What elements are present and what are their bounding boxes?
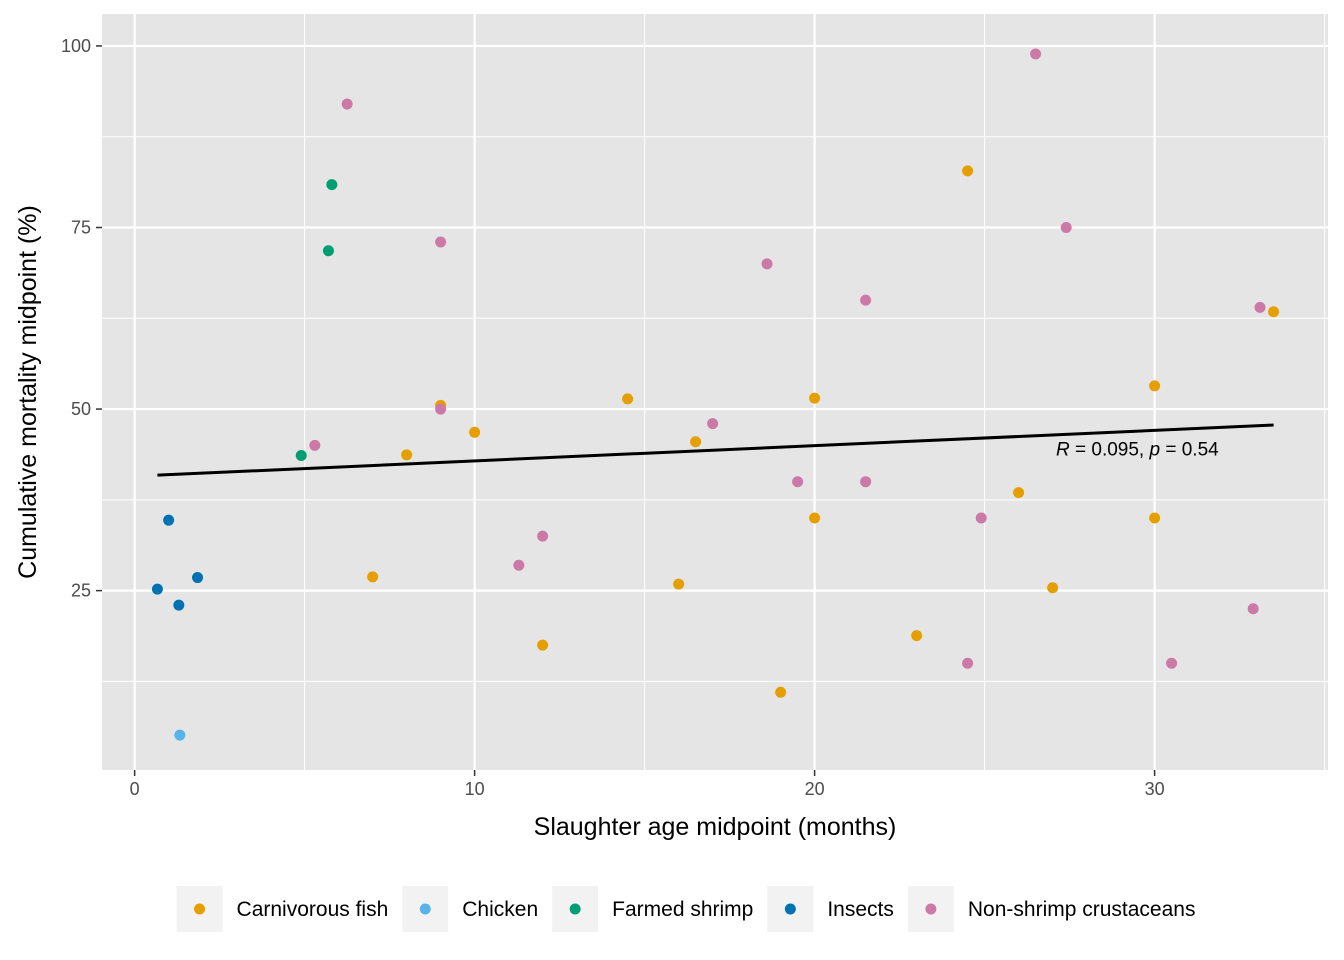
legend-label-farmed-shrimp: Farmed shrimp	[612, 898, 753, 921]
point-farmed-shrimp	[295, 450, 307, 462]
x-tick-label: 0	[130, 779, 140, 799]
minor-gridlines	[102, 14, 1328, 770]
point-non-shrimp-crustaceans	[435, 236, 447, 248]
x-axis-ticks: 0 10 20 30	[130, 770, 1165, 799]
point-farmed-shrimp	[322, 245, 334, 257]
legend-label-chicken: Chicken	[462, 898, 538, 921]
point-farmed-shrimp	[326, 179, 338, 191]
point-insects	[192, 572, 204, 584]
r-value-text: = 0.095,	[1070, 440, 1150, 461]
p-symbol: p	[1149, 440, 1161, 461]
point-carnivorous-fish	[962, 165, 974, 177]
y-axis-title: Cumulative mortality midpoint (%)	[14, 205, 42, 579]
point-carnivorous-fish	[367, 571, 379, 583]
point-carnivorous-fish	[809, 392, 821, 404]
legend-swatch-non-shrimp-crustaceans	[925, 903, 937, 915]
legend-swatch-farmed-shrimp	[569, 903, 581, 915]
point-non-shrimp-crustaceans	[860, 476, 872, 488]
point-carnivorous-fish	[537, 639, 549, 651]
y-tick-label: 75	[71, 218, 91, 238]
point-carnivorous-fish	[673, 578, 685, 590]
point-carnivorous-fish	[1013, 487, 1025, 499]
legend-label-insects: Insects	[827, 898, 894, 921]
legend-swatch-carnivorous-fish	[194, 903, 206, 915]
point-carnivorous-fish	[401, 449, 413, 461]
legend-swatch-chicken	[419, 903, 431, 915]
point-carnivorous-fish	[1149, 512, 1161, 524]
x-tick-label: 20	[805, 779, 825, 799]
correlation-annotation-group: R = 0.095, p = 0.54	[1056, 440, 1219, 461]
point-non-shrimp-crustaceans	[309, 439, 321, 451]
point-carnivorous-fish	[690, 436, 702, 448]
point-non-shrimp-crustaceans	[1060, 222, 1072, 234]
point-carnivorous-fish	[622, 393, 634, 405]
p-value-text: = 0.54	[1160, 440, 1219, 461]
x-axis-title: Slaughter age midpoint (months)	[534, 813, 897, 841]
point-non-shrimp-crustaceans	[761, 258, 773, 270]
point-carnivorous-fish	[775, 686, 787, 698]
point-non-shrimp-crustaceans	[792, 476, 804, 488]
point-carnivorous-fish	[1268, 306, 1280, 318]
point-non-shrimp-crustaceans	[341, 98, 353, 110]
x-tick-label: 30	[1145, 779, 1165, 799]
point-carnivorous-fish	[1047, 582, 1059, 594]
y-axis-ticks: 25 50 75 100	[61, 36, 102, 601]
point-carnivorous-fish	[809, 512, 821, 524]
point-non-shrimp-crustaceans	[975, 512, 987, 524]
plot-panel	[102, 14, 1328, 770]
point-non-shrimp-crustaceans	[860, 294, 872, 306]
point-non-shrimp-crustaceans	[435, 403, 447, 415]
point-non-shrimp-crustaceans	[513, 559, 525, 571]
legend-label-carnivorous-fish: Carnivorous fish	[237, 898, 389, 921]
point-carnivorous-fish	[1149, 380, 1161, 392]
point-non-shrimp-crustaceans	[537, 530, 549, 542]
regression-line	[157, 423, 1274, 477]
y-tick-label: 25	[71, 581, 91, 601]
legend-label-non-shrimp-crustaceans: Non-shrimp crustaceans	[968, 898, 1196, 921]
point-non-shrimp-crustaceans	[1247, 603, 1259, 615]
point-non-shrimp-crustaceans	[707, 418, 719, 430]
point-non-shrimp-crustaceans	[1030, 48, 1042, 60]
correlation-annotation: R = 0.095, p = 0.54	[1056, 440, 1219, 461]
regression-line-group	[157, 423, 1274, 477]
point-insects	[173, 599, 185, 611]
x-tick-label: 10	[465, 779, 485, 799]
legend: Carnivorous fish Chicken Farmed shrimp Inse…	[176, 886, 1196, 932]
y-tick-label: 50	[71, 399, 91, 419]
legend-swatch-insects	[784, 903, 796, 915]
data-points	[151, 48, 1280, 741]
point-chicken	[174, 729, 186, 741]
r-symbol: R	[1056, 440, 1070, 461]
point-insects	[151, 583, 163, 595]
point-non-shrimp-crustaceans	[1166, 657, 1178, 669]
point-insects	[163, 514, 175, 526]
point-carnivorous-fish	[911, 630, 923, 642]
point-non-shrimp-crustaceans	[1254, 301, 1266, 313]
y-tick-label: 100	[61, 36, 91, 56]
major-gridlines	[102, 14, 1328, 770]
point-carnivorous-fish	[469, 426, 481, 438]
point-non-shrimp-crustaceans	[962, 657, 974, 669]
